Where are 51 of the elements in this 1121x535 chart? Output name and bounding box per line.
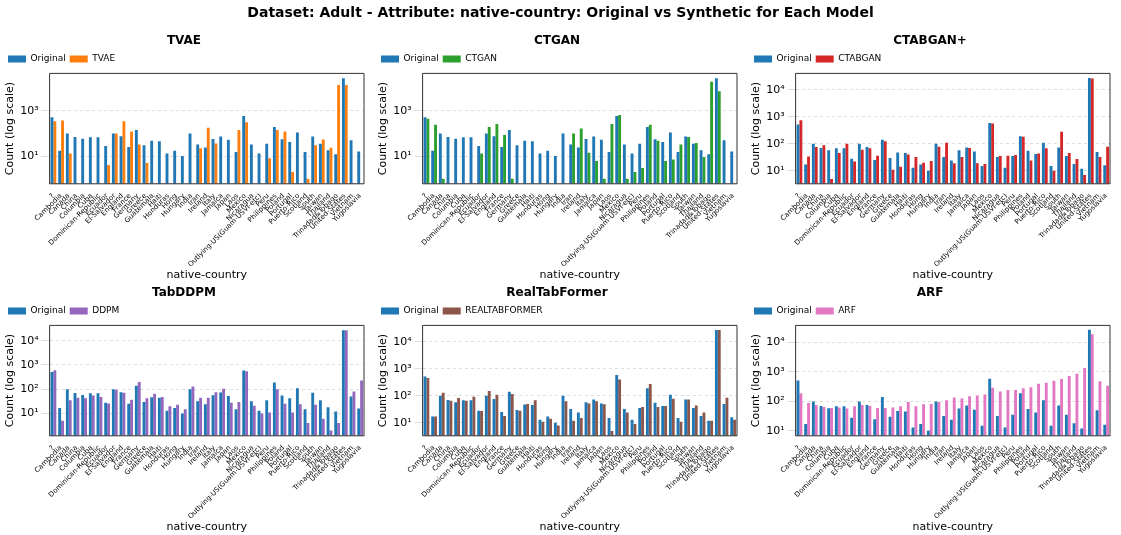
y-axis-title: Count (log scale): [749, 333, 763, 428]
chart-title: TabDDPM: [152, 285, 216, 300]
chart-title: CTGAN: [533, 33, 581, 48]
y-axis-title: Count (log scale): [376, 333, 390, 428]
x-axis-title: native-country: [539, 520, 621, 534]
x-axis-title: native-country: [539, 268, 621, 282]
legend-label: ARF: [838, 305, 856, 316]
legend-label: Original: [403, 53, 439, 64]
y-axis-title: Count (log scale): [3, 333, 17, 428]
legend-label: REALTABFORMER: [465, 305, 543, 316]
y-tick-label: 10³: [393, 103, 412, 117]
x-axis-title: native-country: [166, 268, 248, 282]
y-tick-label: 10³: [766, 109, 785, 123]
y-tick-label: 10⁴: [766, 82, 786, 96]
text: Dataset: Adult - Attribute: native-country: Original vs Synthetic for Each Model: [246, 4, 875, 20]
y-axis-title: Count (log scale): [3, 81, 17, 176]
y-axis-title: Count (log scale): [376, 81, 390, 176]
chart-title: CTABGAN+: [893, 33, 967, 48]
legend-label: Original: [30, 53, 66, 64]
y-tick-label: 10⁴: [393, 334, 413, 348]
legend-label: DDPM: [92, 305, 120, 316]
legend-label: CTGAN: [465, 53, 497, 64]
legend-label: Original: [776, 53, 812, 64]
y-tick-label: 10³: [393, 361, 412, 375]
y-tick-label: 10¹: [20, 406, 39, 420]
y-tick-label: 10³: [766, 364, 785, 378]
y-tick-label: 10³: [20, 357, 39, 371]
y-tick-label: 10²: [766, 136, 785, 150]
legend-label: TVAE: [91, 53, 116, 64]
chart-title: TVAE: [166, 33, 202, 48]
y-tick-label: 10⁴: [766, 335, 786, 349]
y-tick-label: 10¹: [20, 148, 39, 162]
y-tick-label: 10¹: [766, 163, 785, 177]
x-axis-title: native-country: [912, 268, 994, 282]
chart-title: RealTabFormer: [506, 285, 608, 300]
y-axis-title: Count (log scale): [749, 81, 763, 176]
y-tick-label: 10²: [766, 394, 785, 408]
y-tick-label: 10³: [20, 103, 39, 117]
y-tick-label: 10⁴: [20, 333, 40, 347]
y-tick-label: 10²: [20, 382, 39, 396]
legend-label: Original: [403, 305, 439, 316]
x-axis-title: native-country: [166, 520, 248, 534]
y-tick-label: 10²: [393, 388, 412, 402]
chart-title: ARF: [916, 285, 944, 300]
y-tick-label: 10¹: [766, 423, 785, 437]
y-tick-label: 10¹: [393, 415, 412, 429]
legend-label: CTABGAN: [838, 53, 882, 64]
y-tick-label: 10¹: [393, 148, 412, 162]
legend-label: Original: [776, 305, 812, 316]
legend-label: Original: [30, 305, 66, 316]
x-axis-title: native-country: [912, 520, 994, 534]
